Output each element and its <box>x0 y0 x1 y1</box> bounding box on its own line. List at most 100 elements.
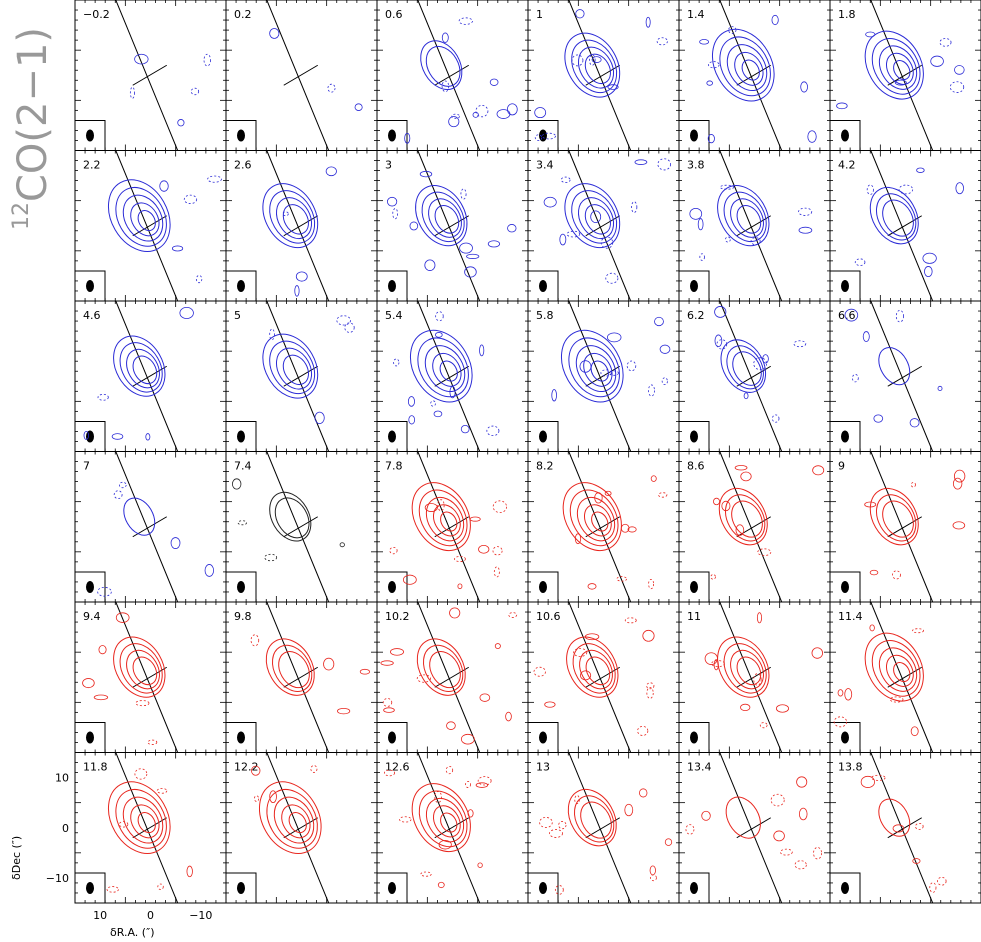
source-position-cross <box>887 215 922 237</box>
outflow-axis-line <box>719 752 783 904</box>
channel-panel: 13.8 <box>829 752 981 904</box>
channel-panel: 9.4 <box>74 601 227 753</box>
beam-ellipse <box>539 280 547 292</box>
figure-title: 12 CO(2−1) <box>9 27 56 230</box>
beam-ellipse <box>388 882 396 894</box>
beam-ellipse <box>388 280 396 292</box>
channel-velocity-label: 13.8 <box>838 761 863 774</box>
channel-panel: 11.8 <box>74 752 227 904</box>
emission-contours <box>129 53 211 127</box>
beam-ellipse <box>388 430 396 443</box>
beam-ellipse <box>388 129 396 142</box>
panel-frame <box>829 752 981 904</box>
channel-panel: 4.6 <box>74 300 227 452</box>
emission-contours <box>269 28 363 111</box>
channel-panel: 9.8 <box>225 601 378 753</box>
beam-ellipse <box>690 129 698 142</box>
outflow-axis-line <box>719 451 783 603</box>
beam-ellipse <box>86 581 94 593</box>
outflow-axis-line <box>417 0 481 151</box>
emission-contours <box>833 624 924 737</box>
emission-contours <box>251 765 322 854</box>
channel-panel: 10.2 <box>376 601 529 753</box>
beam-ellipse <box>690 882 698 894</box>
outflow-axis-line <box>870 601 934 753</box>
beam-ellipse <box>841 430 849 443</box>
y-tick-label: 0 <box>62 822 69 835</box>
outflow-axis-line <box>115 601 179 753</box>
beam-ellipse <box>86 731 94 744</box>
emission-contours <box>97 481 214 597</box>
source-position-cross <box>132 64 167 86</box>
channel-panels: −0.2 0.2 0.6 1 1.4 1.82.2 2.6 3 3.4 3.8 4.24.6 5 5.4… <box>46 0 981 922</box>
emission-contours <box>106 768 193 893</box>
channel-panel: 5.4 <box>376 300 529 452</box>
outflow-axis-line <box>266 451 330 603</box>
outflow-axis-line <box>568 0 632 151</box>
beam-inset <box>225 872 257 904</box>
beam-ellipse <box>539 731 547 744</box>
outflow-axis-line <box>115 300 179 452</box>
channel-velocity-label: 10.2 <box>385 610 410 623</box>
channel-panel: 8.2 <box>527 451 680 603</box>
source-position-cross <box>434 215 469 237</box>
emission-contours <box>393 311 500 437</box>
source-position-cross <box>585 215 620 237</box>
emission-contours <box>250 634 370 715</box>
channel-velocity-label: 3 <box>385 159 392 172</box>
emission-contours <box>383 766 492 889</box>
channel-panel: 5 <box>225 300 378 452</box>
beam-ellipse <box>388 731 396 744</box>
channel-velocity-label: 9.8 <box>234 610 252 623</box>
outflow-axis-line <box>266 0 330 151</box>
source-position-cross <box>434 365 469 387</box>
channel-velocity-label: 11.8 <box>83 761 108 774</box>
title-text: CO(2−1) <box>10 27 56 202</box>
outflow-axis-line <box>266 150 330 302</box>
emission-contours <box>864 469 966 580</box>
channel-panel: 10.6 <box>527 601 680 753</box>
channel-velocity-label: 3.8 <box>687 159 705 172</box>
channel-panel: 0.6 <box>376 0 529 151</box>
emission-contours <box>714 306 807 423</box>
outflow-axis-line <box>719 300 783 452</box>
source-position-cross <box>887 516 922 538</box>
channel-velocity-label: 7 <box>83 460 90 473</box>
source-position-cross <box>736 817 771 839</box>
beam-ellipse <box>841 280 849 292</box>
emission-contours <box>710 465 825 580</box>
outflow-axis-line <box>719 0 783 151</box>
x-tick-label: 10 <box>93 909 107 922</box>
x-axis-label: δR.A. (″) <box>110 926 155 939</box>
channel-panel: 1 <box>527 0 680 151</box>
channel-velocity-label: 10.6 <box>536 610 561 623</box>
source-position-cross <box>585 64 620 86</box>
source-position-cross <box>283 365 318 387</box>
emission-contours <box>704 612 824 729</box>
emission-contours <box>380 607 518 745</box>
outflow-axis-line <box>266 752 330 904</box>
y-axis-label: δDec (″) <box>10 836 23 880</box>
channel-panel: 9 <box>829 451 981 603</box>
channel-velocity-label: 2.2 <box>83 159 101 172</box>
outflow-axis-line <box>568 752 632 904</box>
source-position-cross <box>434 666 469 688</box>
channel-velocity-label: 12.2 <box>234 761 259 774</box>
beam-ellipse <box>690 581 698 593</box>
channel-velocity-label: 5.4 <box>385 309 403 322</box>
emission-contours <box>854 167 964 278</box>
emission-contours <box>83 306 194 441</box>
beam-ellipse <box>237 731 245 744</box>
beam-ellipse <box>388 581 396 593</box>
beam-ellipse <box>841 882 849 894</box>
outflow-axis-line <box>417 300 481 452</box>
outflow-axis-line <box>568 150 632 302</box>
emission-contours <box>533 617 655 736</box>
beam-ellipse <box>237 430 245 443</box>
channel-panel: 7.8 <box>376 451 529 603</box>
channel-velocity-label: 11.4 <box>838 610 863 623</box>
beam-ellipse <box>841 731 849 744</box>
channel-panel: 4.2 <box>829 150 981 302</box>
channel-panel: 5.8 <box>527 300 680 452</box>
beam-ellipse <box>690 731 698 744</box>
